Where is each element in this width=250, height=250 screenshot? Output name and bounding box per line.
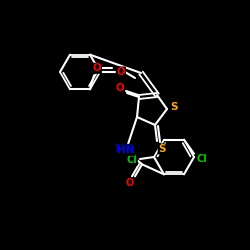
- Text: S: S: [170, 102, 178, 112]
- Text: O: O: [116, 83, 124, 93]
- Text: HN: HN: [115, 144, 133, 154]
- Text: O: O: [126, 178, 134, 188]
- Text: Cl: Cl: [127, 155, 138, 165]
- Text: Cl: Cl: [196, 154, 207, 164]
- Text: O: O: [92, 63, 102, 73]
- Text: O: O: [116, 67, 126, 77]
- Text: HN: HN: [117, 145, 135, 155]
- Text: S: S: [158, 144, 166, 154]
